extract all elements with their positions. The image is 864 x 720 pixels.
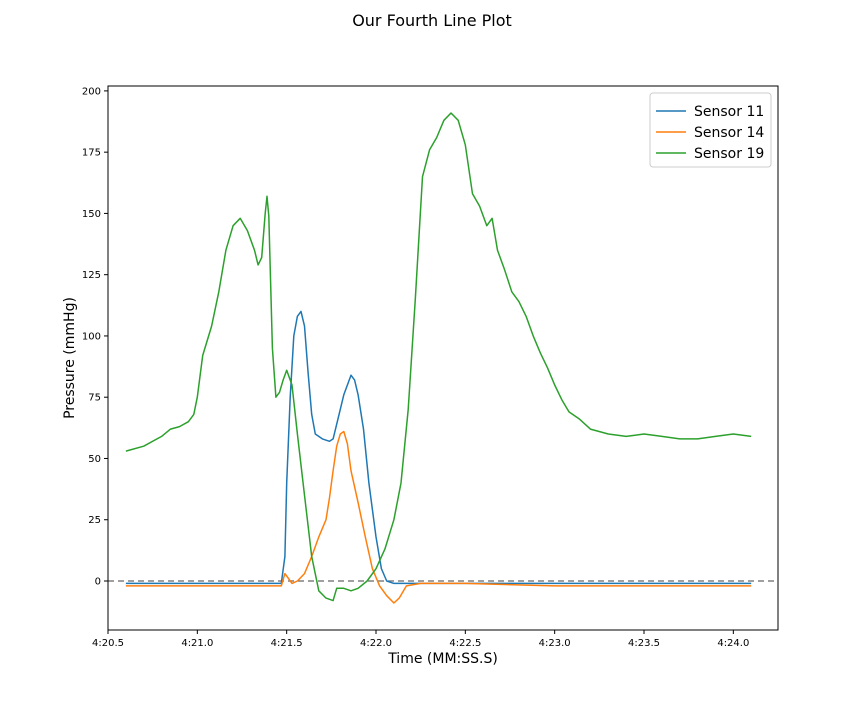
x-tick-label: 4:23.0 xyxy=(539,638,571,649)
x-tick-label: 4:20.5 xyxy=(92,638,124,649)
legend: Sensor 11 Sensor 14 Sensor 19 xyxy=(649,92,772,168)
y-tick-label: 150 xyxy=(82,209,101,220)
x-tick-label: 4:24.0 xyxy=(717,638,749,649)
x-tick-label: 4:22.0 xyxy=(360,638,392,649)
legend-label: Sensor 19 xyxy=(694,146,764,162)
y-tick-label: 175 xyxy=(82,148,101,159)
x-tick-label: 4:22.5 xyxy=(449,638,481,649)
y-tick-label: 75 xyxy=(88,393,101,404)
legend-label: Sensor 11 xyxy=(694,104,764,120)
y-axis: 0 25 50 75 100 125 150 175 200 xyxy=(82,86,108,587)
series-line-sensor-14 xyxy=(125,430,752,604)
x-tick-label: 4:21.5 xyxy=(271,638,303,649)
chart-title: Our Fourth Line Plot xyxy=(352,11,512,30)
plot-frame xyxy=(107,85,779,631)
y-tick-label: 50 xyxy=(88,454,101,465)
y-tick-label: 25 xyxy=(88,515,101,526)
y-tick-label: 200 xyxy=(82,86,101,97)
series-line-sensor-11 xyxy=(125,310,752,585)
x-axis-label: Time (MM:SS.S) xyxy=(387,651,498,667)
y-axis-label: Pressure (mmHg) xyxy=(62,297,78,419)
y-tick-label: 125 xyxy=(82,270,101,281)
x-tick-label: 4:21.0 xyxy=(181,638,213,649)
series-line-sensor-19 xyxy=(125,112,752,602)
y-tick-label: 100 xyxy=(82,331,101,342)
y-tick-label: 0 xyxy=(95,576,101,587)
legend-label: Sensor 14 xyxy=(694,125,764,141)
plot-area xyxy=(108,112,778,604)
x-axis: 4:20.5 4:21.0 4:21.5 4:22.0 4:22.5 4:23.0 4:23… xyxy=(92,630,749,649)
x-tick-label: 4:23.5 xyxy=(628,638,660,649)
